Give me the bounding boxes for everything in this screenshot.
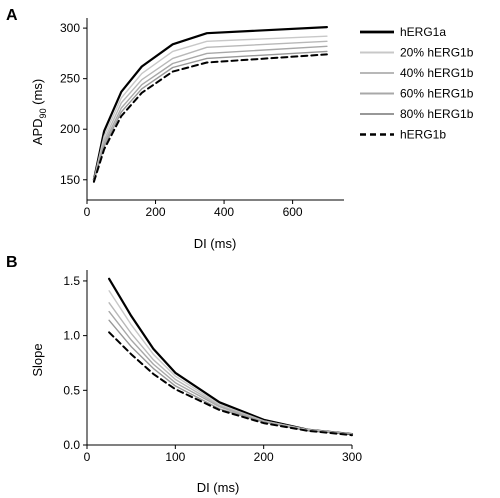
panel-b: B 0 100 200 300 0.0 0.5 1.0 1.5 DI (ms) Slope [6, 254, 362, 495]
panel-a-legend-label-2: 40% hERG1b [400, 66, 474, 80]
panel-a-y-tick-label: 300 [60, 21, 80, 35]
panel-b-x-tick-label: 100 [165, 450, 185, 464]
panel-b-axes: 0 100 200 300 0.0 0.5 1.0 1.5 [63, 270, 362, 464]
panel-a-axes: 0 200 400 600 150 200 250 300 [60, 18, 344, 219]
panel-b-series [107, 277, 354, 437]
panel-b-label: B [6, 254, 18, 271]
panel-a-legend-label-4: 80% hERG1b [400, 107, 474, 121]
panel-b-y-tick-label: 0.0 [63, 438, 80, 452]
panel-b-series-line-5 [108, 331, 353, 437]
panel-a-series-line-1 [93, 35, 328, 181]
panel-a-x-tick-label: 0 [84, 205, 91, 219]
panel-b-series-line-3 [108, 310, 353, 435]
panel-a-x-axis-label: DI (ms) [194, 236, 237, 251]
panel-a: A 0 200 400 600 150 200 250 300 DI (ms) APD90 (… [6, 7, 474, 251]
panel-a-y-tick-label: 150 [60, 173, 80, 187]
panel-a-y-tick-label: 200 [60, 122, 80, 136]
panel-a-x-tick-label: 200 [146, 205, 166, 219]
panel-a-series-line-3 [93, 45, 328, 181]
panel-a-y-label-unit: (ms) [30, 79, 45, 109]
panel-a-legend-label-1: 20% hERG1b [400, 46, 474, 60]
panel-a-legend-label-5: hERG1b [400, 128, 446, 142]
panel-b-y-tick-label: 0.5 [63, 383, 80, 397]
panel-a-series-line-4 [93, 50, 328, 182]
panel-a-series-line-2 [93, 40, 328, 181]
panel-b-y-tick-label: 1.5 [63, 274, 80, 288]
panel-b-y-axis-label: Slope [30, 343, 45, 376]
panel-a-series [92, 26, 328, 183]
panel-b-y-tick-label: 1.0 [63, 329, 80, 343]
panel-b-series-line-2 [108, 302, 353, 435]
panel-a-series-line-5 [92, 53, 328, 183]
panel-a-y-axis-label: APD90 (ms) [30, 79, 48, 145]
panel-b-x-axis-label: DI (ms) [197, 480, 240, 495]
panel-a-x-tick-label: 400 [214, 205, 234, 219]
panel-a-y-tick-label: 250 [60, 72, 80, 86]
panel-a-legend: hERG1a 20% hERG1b 40% hERG1b 60% hERG1b 80% … [360, 25, 474, 142]
panel-b-x-tick-label: 0 [84, 450, 91, 464]
panel-a-label: A [6, 7, 18, 24]
panel-a-y-label-main: APD [30, 118, 45, 145]
panel-a-y-label-subscript: 90 [38, 108, 48, 118]
panel-a-legend-label-0: hERG1a [400, 25, 446, 39]
panel-a-x-tick-label: 600 [283, 205, 303, 219]
panel-b-x-tick-label: 300 [342, 450, 362, 464]
panel-b-x-tick-label: 200 [254, 450, 274, 464]
panel-a-legend-label-3: 60% hERG1b [400, 87, 474, 101]
panel-a-series-line-0 [92, 26, 328, 181]
